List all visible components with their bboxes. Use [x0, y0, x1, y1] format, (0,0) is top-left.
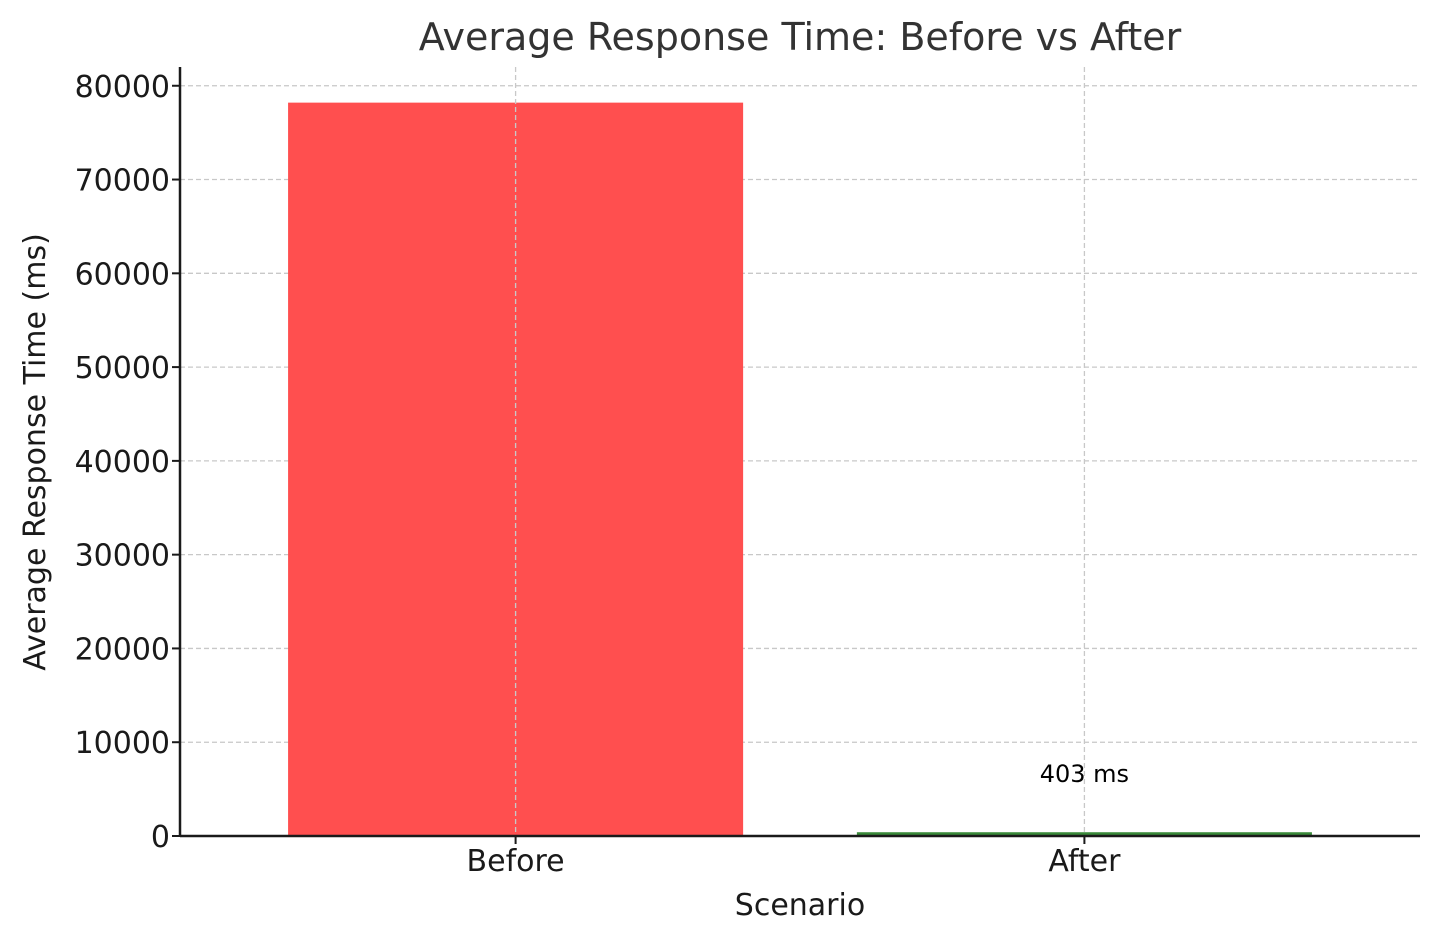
y-axis-label: Average Response Time (ms): [18, 233, 53, 671]
data-label: 403 ms: [1040, 760, 1129, 788]
y-tick-label: 20000: [75, 632, 170, 667]
axes: [178, 67, 1420, 838]
y-tick-label: 30000: [75, 539, 170, 574]
bars: [288, 102, 1312, 836]
y-tick-label: 50000: [75, 351, 170, 386]
bar-after: [856, 832, 1312, 836]
data-labels: 403 ms: [1040, 760, 1129, 788]
x-tick-label: After: [1048, 844, 1121, 879]
x-axis-ticks: Before After: [467, 836, 1121, 879]
y-tick-label: 70000: [75, 164, 170, 199]
y-tick-label: 80000: [75, 70, 170, 105]
y-tick-label: 60000: [75, 257, 170, 292]
y-axis-ticks: 0 10000 20000 30000 40000 50000 60000 70000 8000…: [75, 70, 180, 855]
y-tick-label: 40000: [75, 445, 170, 480]
x-tick-label: Before: [467, 844, 565, 879]
grid-lines: [180, 85, 1420, 837]
y-tick-label: 10000: [75, 726, 170, 761]
chart-title: Average Response Time: Before vs After: [419, 15, 1182, 59]
x-axis-label: Scenario: [735, 888, 865, 923]
vertical-grid-lines: [514, 67, 1086, 836]
y-tick-label: 0: [151, 820, 170, 855]
